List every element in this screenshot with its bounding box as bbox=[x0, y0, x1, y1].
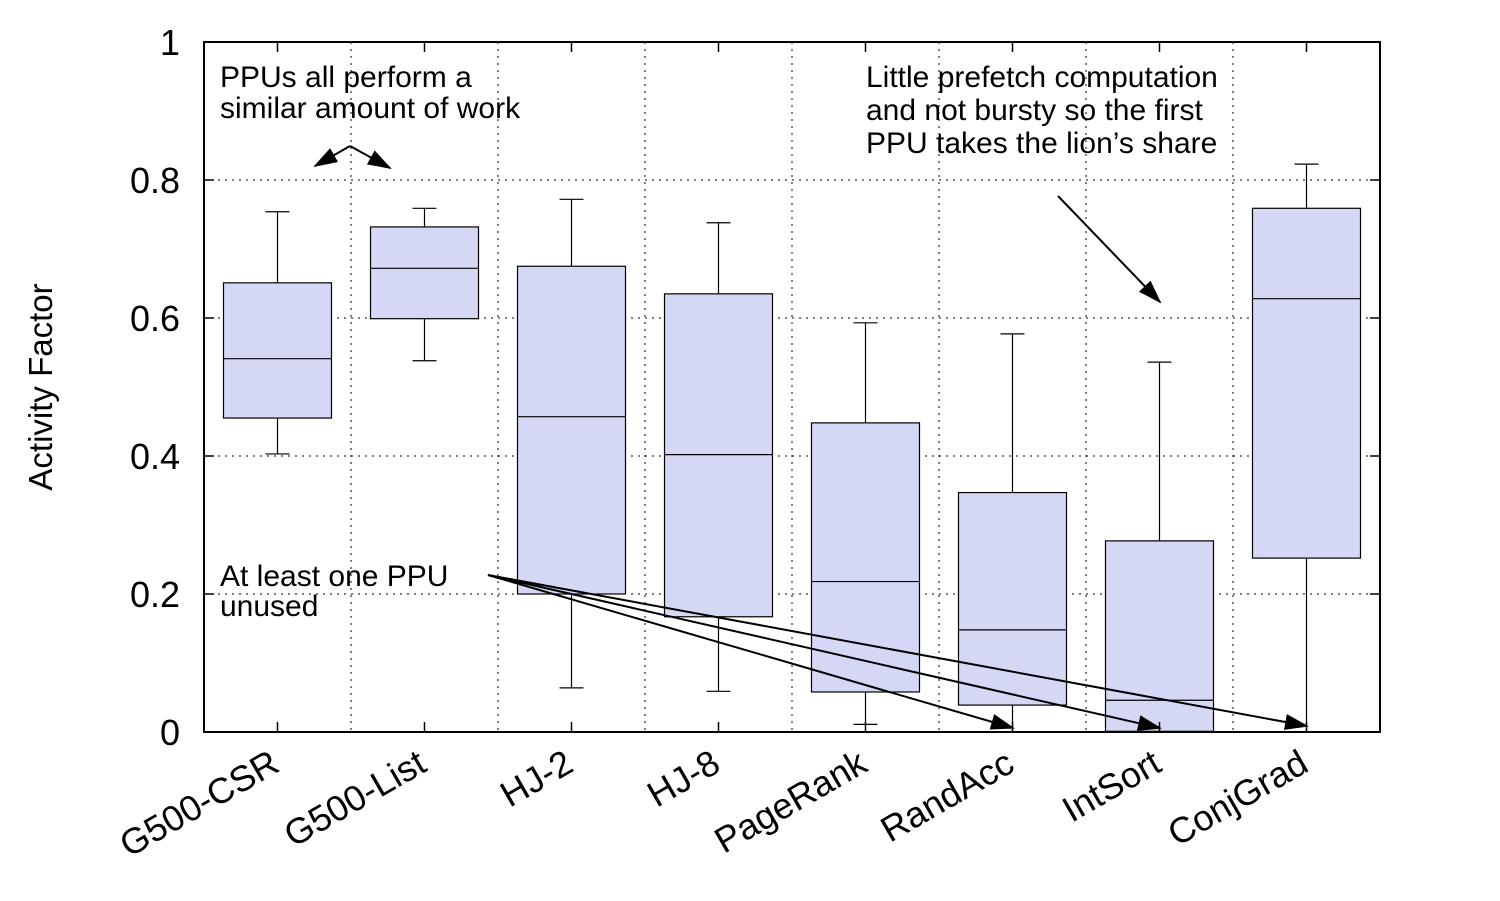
annotation-3-line-2: unused bbox=[220, 590, 318, 623]
y-tick-label: 0.6 bbox=[130, 298, 180, 339]
box-g500-list bbox=[369, 207, 480, 362]
annotation-2-line-1: Little prefetch computation bbox=[866, 61, 1218, 94]
annotation-3-arrow-randacc bbox=[487, 574, 1015, 730]
iqr-box bbox=[369, 226, 480, 320]
annotation-3-arrow-conjgrad bbox=[487, 574, 1309, 730]
iqr-box bbox=[663, 293, 774, 618]
x-tick-label: RandAcc bbox=[873, 741, 1020, 850]
boxes bbox=[222, 163, 1362, 733]
iqr-box bbox=[810, 422, 921, 693]
annotation-2-line-2: and not bursty so the first bbox=[866, 94, 1204, 127]
box-hj-2 bbox=[516, 198, 627, 689]
box-conjgrad bbox=[1251, 163, 1362, 733]
x-tick-label: IntSort bbox=[1055, 741, 1167, 830]
x-tick-label: ConjGrad bbox=[1161, 741, 1315, 854]
annotation-1-line-1: PPUs all perform a bbox=[220, 61, 472, 94]
annotation-3-line-1: At least one PPU bbox=[220, 560, 448, 593]
box-intsort bbox=[1104, 361, 1215, 733]
box-pagerank bbox=[810, 322, 921, 726]
annotation-2-line-3: PPU takes the lion’s share bbox=[866, 127, 1217, 160]
box-randacc bbox=[957, 333, 1068, 733]
x-tick-label: G500-List bbox=[277, 741, 433, 855]
x-tick-label: HJ-2 bbox=[493, 741, 579, 815]
iqr-box bbox=[516, 265, 627, 595]
y-tick-label: 0.2 bbox=[130, 574, 180, 615]
x-tick-label: HJ-8 bbox=[640, 741, 726, 815]
box-g500-csr bbox=[222, 211, 333, 455]
iqr-box bbox=[222, 282, 333, 419]
annotation-1-line-2: similar amount of work bbox=[220, 92, 521, 125]
annotations: PPUs all perform a similar amount of wor… bbox=[220, 61, 1309, 731]
annotation-1-arrow-right bbox=[349, 145, 392, 169]
y-tick-label: 0.8 bbox=[130, 160, 180, 201]
iqr-box bbox=[957, 491, 1068, 706]
iqr-box bbox=[1251, 207, 1362, 559]
annotation-3-arrow-intsort bbox=[487, 574, 1162, 731]
annotation-2-arrow bbox=[1057, 195, 1162, 304]
plot-frame bbox=[203, 41, 1381, 733]
y-tick-label: 0 bbox=[160, 712, 180, 753]
y-tick-label: 1 bbox=[160, 22, 180, 63]
iqr-box bbox=[1104, 540, 1215, 732]
box-hj-8 bbox=[663, 222, 774, 692]
x-tick-label: PageRank bbox=[707, 741, 874, 861]
annotation-1-arrow-left bbox=[313, 145, 351, 167]
y-axis-label: Activity Factor bbox=[22, 283, 59, 490]
y-tick-label: 0.4 bbox=[130, 436, 180, 477]
x-tick-label: G500-CSR bbox=[113, 741, 286, 865]
